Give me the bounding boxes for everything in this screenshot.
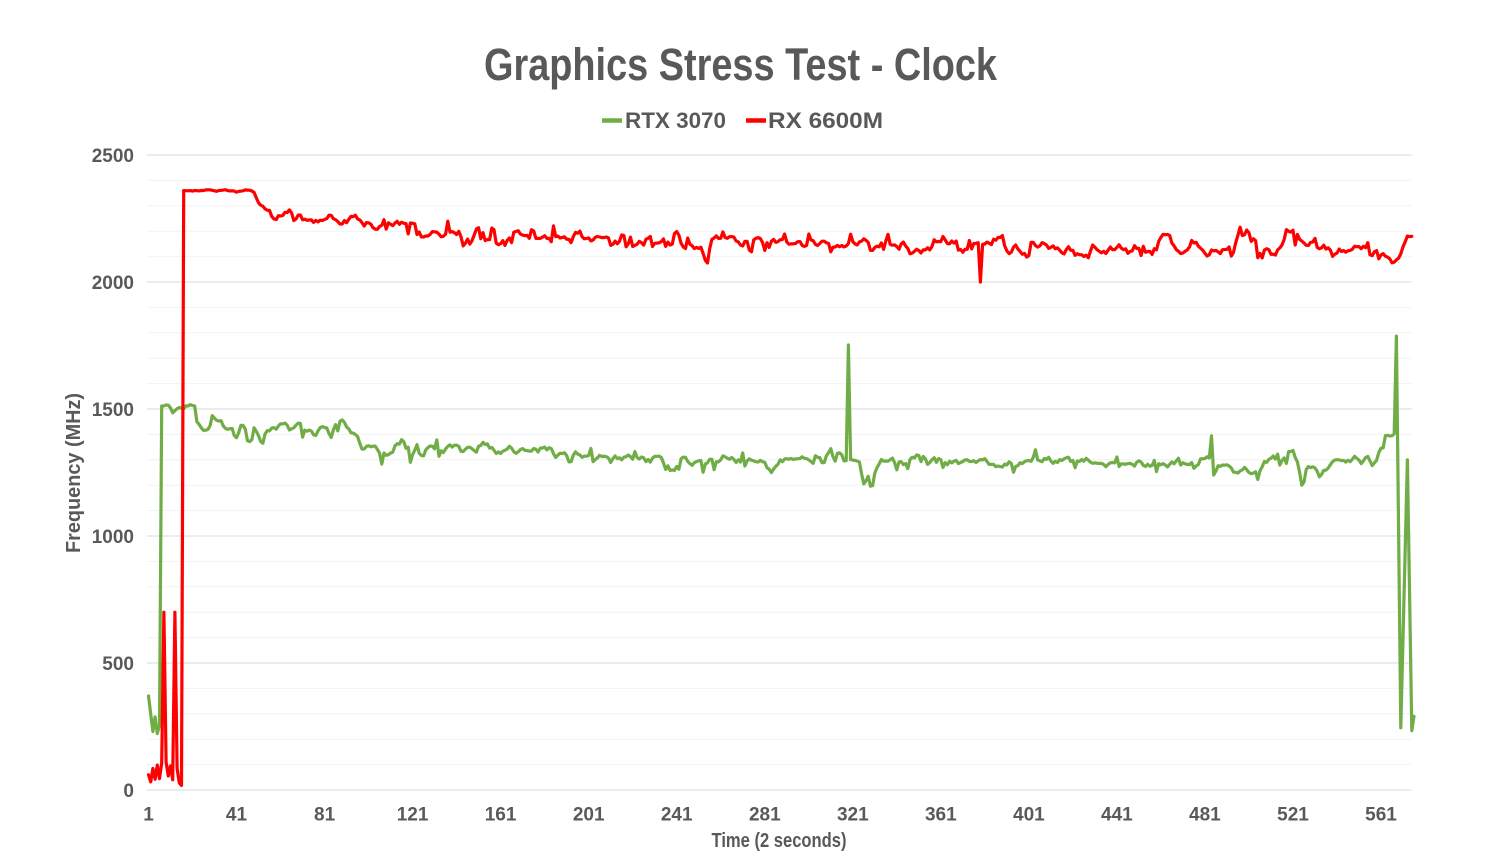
svg-text:401: 401 — [1013, 805, 1045, 826]
svg-text:321: 321 — [837, 805, 869, 826]
svg-text:121: 121 — [397, 805, 429, 826]
svg-text:500: 500 — [102, 654, 134, 675]
svg-text:561: 561 — [1365, 805, 1397, 826]
svg-text:RX 6600M: RX 6600M — [768, 108, 883, 133]
svg-text:2000: 2000 — [92, 273, 134, 294]
svg-text:1500: 1500 — [92, 400, 134, 421]
svg-text:Time (2 seconds): Time (2 seconds) — [712, 830, 847, 852]
svg-text:2500: 2500 — [92, 146, 134, 167]
svg-text:81: 81 — [314, 805, 336, 826]
svg-text:0: 0 — [123, 781, 134, 802]
svg-text:281: 281 — [749, 805, 781, 826]
svg-text:441: 441 — [1101, 805, 1133, 826]
svg-text:Frequency (MHz): Frequency (MHz) — [63, 393, 85, 553]
svg-text:201: 201 — [573, 805, 605, 826]
svg-text:361: 361 — [925, 805, 957, 826]
svg-text:Graphics Stress Test - Clock: Graphics Stress Test - Clock — [484, 39, 998, 90]
svg-text:241: 241 — [661, 805, 693, 826]
svg-text:161: 161 — [485, 805, 517, 826]
svg-text:481: 481 — [1189, 805, 1221, 826]
svg-text:1000: 1000 — [92, 527, 134, 548]
svg-text:RTX 3070: RTX 3070 — [625, 108, 726, 133]
svg-text:521: 521 — [1277, 805, 1309, 826]
svg-text:1: 1 — [143, 805, 154, 826]
svg-text:41: 41 — [226, 805, 248, 826]
